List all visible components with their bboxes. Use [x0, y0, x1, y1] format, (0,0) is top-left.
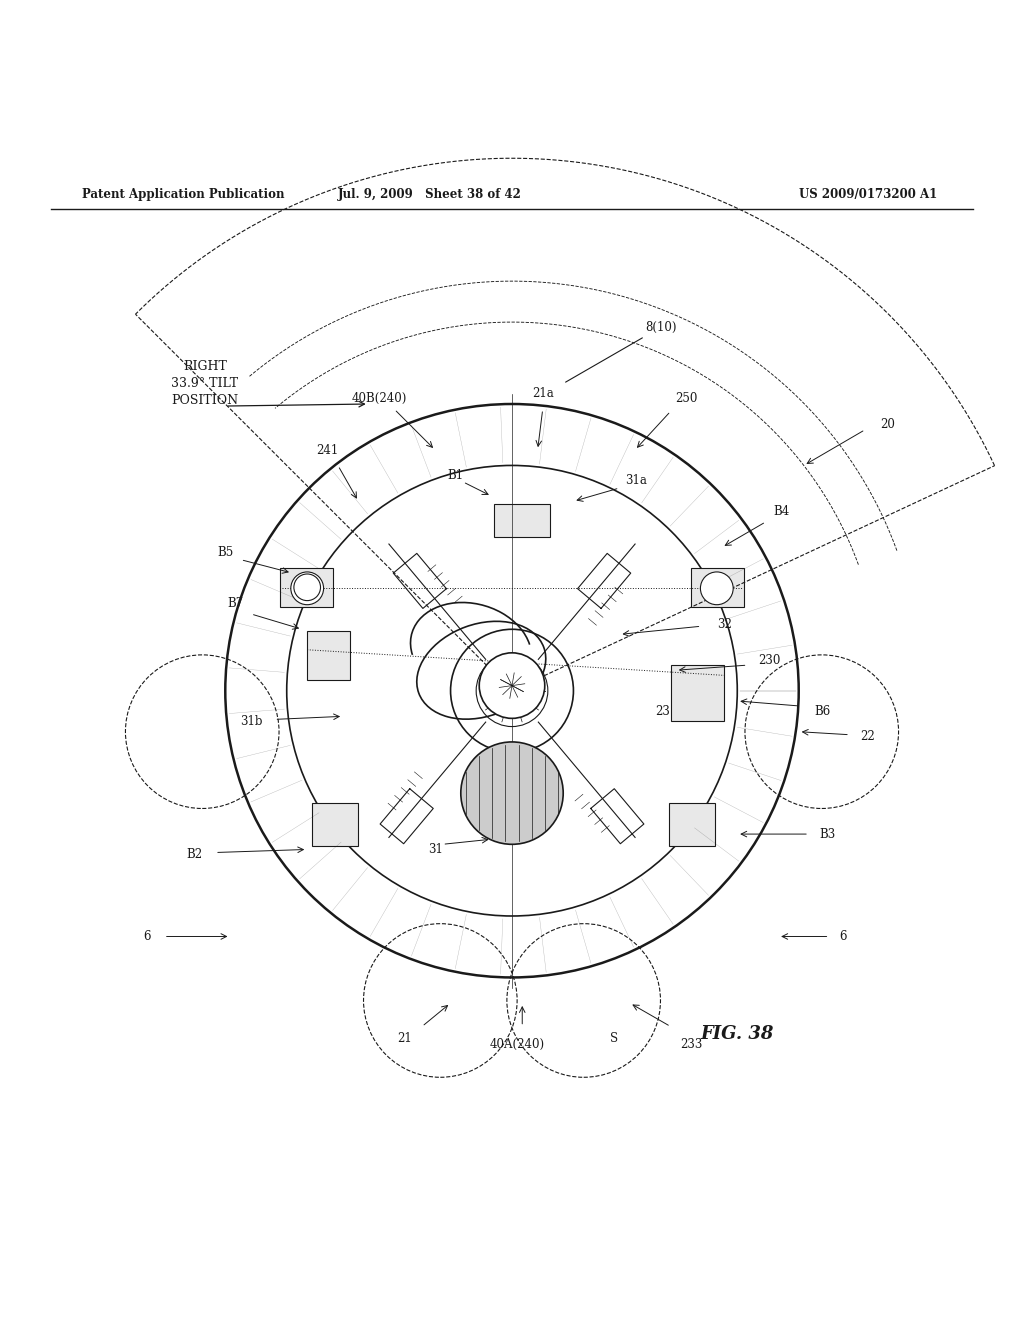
Text: 21a: 21a	[532, 387, 554, 400]
FancyBboxPatch shape	[671, 665, 724, 722]
FancyBboxPatch shape	[280, 568, 333, 607]
Text: B1: B1	[447, 469, 464, 482]
Text: B6: B6	[814, 705, 830, 718]
Text: RIGHT
33.9° TILT
POSITION: RIGHT 33.9° TILT POSITION	[171, 360, 239, 407]
Text: 8(10): 8(10)	[565, 321, 677, 381]
Text: 6: 6	[143, 931, 151, 942]
Text: Patent Application Publication: Patent Application Publication	[82, 187, 285, 201]
FancyBboxPatch shape	[494, 504, 550, 537]
FancyBboxPatch shape	[307, 631, 350, 681]
Text: 6: 6	[840, 931, 847, 942]
Text: 40A(240): 40A(240)	[489, 1038, 545, 1051]
Text: B2: B2	[186, 847, 203, 861]
Text: 31b: 31b	[240, 715, 262, 727]
Text: 21: 21	[397, 1032, 412, 1045]
Text: B5: B5	[217, 546, 233, 558]
Text: 22: 22	[860, 730, 874, 743]
FancyBboxPatch shape	[691, 568, 744, 607]
FancyBboxPatch shape	[312, 804, 358, 846]
Text: 40B(240): 40B(240)	[351, 392, 407, 405]
Text: B3: B3	[819, 828, 836, 841]
Circle shape	[700, 572, 733, 605]
Text: 233: 233	[680, 1038, 702, 1051]
Circle shape	[479, 653, 545, 718]
Text: 31: 31	[428, 843, 442, 855]
Text: 241: 241	[316, 444, 339, 457]
Text: S: S	[610, 1032, 618, 1045]
FancyBboxPatch shape	[669, 804, 715, 846]
Text: B7: B7	[227, 597, 244, 610]
Text: Jul. 9, 2009   Sheet 38 of 42: Jul. 9, 2009 Sheet 38 of 42	[338, 187, 522, 201]
Text: 230: 230	[758, 653, 780, 667]
Text: 250: 250	[675, 392, 697, 405]
Text: 23: 23	[655, 705, 671, 718]
Circle shape	[461, 742, 563, 845]
Text: 31a: 31a	[625, 474, 646, 487]
Text: 32: 32	[717, 618, 732, 631]
Text: FIG. 38: FIG. 38	[700, 1024, 774, 1043]
Text: US 2009/0173200 A1: US 2009/0173200 A1	[799, 187, 937, 201]
Text: 20: 20	[881, 418, 896, 430]
Circle shape	[291, 572, 324, 605]
Text: B4: B4	[773, 506, 790, 517]
